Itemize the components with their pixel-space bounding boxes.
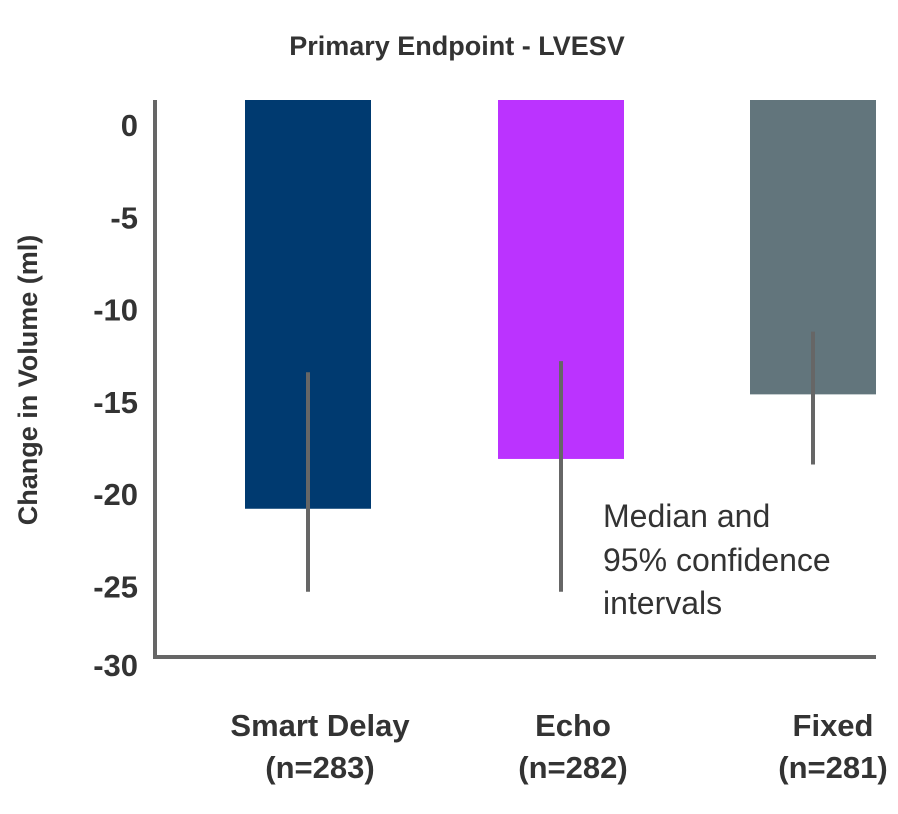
x-tick-label: (n=282)	[518, 750, 627, 785]
y-tick-label: 0	[121, 108, 138, 143]
y-tick-label: -20	[93, 477, 138, 512]
chart-title: Primary Endpoint - LVESV	[289, 31, 625, 61]
x-tick-label: (n=281)	[778, 750, 887, 785]
x-tick-label: (n=283)	[265, 750, 374, 785]
annotation: Median and 95% confidence intervals	[603, 498, 831, 621]
x-tick-label: Echo	[535, 708, 611, 743]
y-tick-label: -30	[93, 648, 138, 683]
y-tick-label: -25	[93, 569, 138, 604]
x-tick-label: Smart Delay	[230, 708, 410, 743]
y-tick-label: -5	[110, 200, 138, 235]
annotation-line: 95% confidence	[603, 542, 831, 578]
x-tick-label: Fixed	[793, 708, 874, 743]
annotation-line: intervals	[603, 585, 722, 621]
annotation-line: Median and	[603, 498, 770, 534]
y-tick-label: -10	[93, 293, 138, 328]
y-tick-label: -15	[93, 385, 138, 420]
y-axis-label: Change in Volume (ml)	[13, 235, 43, 526]
